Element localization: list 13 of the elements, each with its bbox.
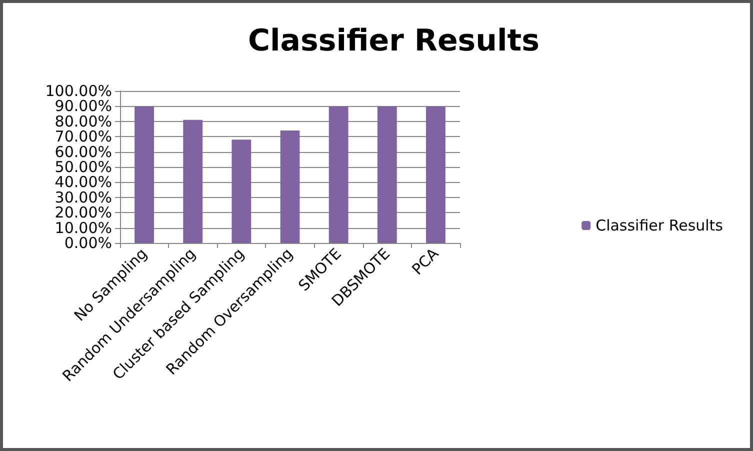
- y-tick-label: 50.00%: [54, 158, 112, 176]
- bar: [328, 106, 348, 243]
- bar: [377, 106, 397, 243]
- chart-title: Classifier Results: [248, 24, 540, 58]
- legend-label: Classifier Results: [596, 216, 724, 234]
- bar: [426, 106, 446, 243]
- bar: [232, 140, 252, 243]
- y-tick-label: 100.00%: [45, 82, 112, 100]
- bar: [280, 130, 300, 243]
- y-tick-label: 0.00%: [64, 234, 112, 252]
- bar: [183, 120, 203, 243]
- x-tick-label: PCA: [408, 244, 443, 278]
- bar: [134, 106, 154, 243]
